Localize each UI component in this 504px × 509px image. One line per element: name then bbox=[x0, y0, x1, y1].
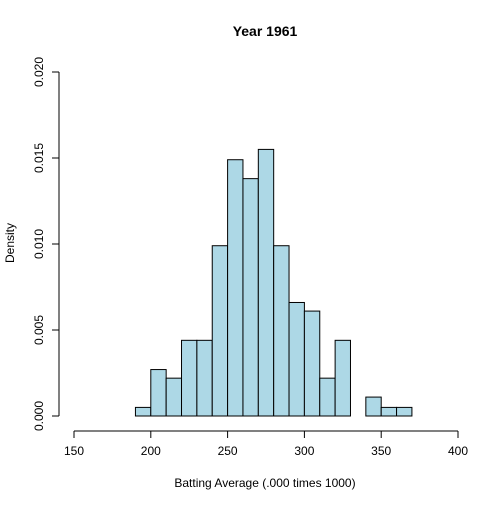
x-tick-label: 200 bbox=[141, 444, 161, 458]
y-tick-label: 0.000 bbox=[32, 401, 46, 431]
histogram-bar-300-310 bbox=[303, 310, 321, 417]
histogram-bar-360-370 bbox=[396, 406, 413, 417]
chart-title: Year 1961 bbox=[233, 23, 298, 39]
histogram-bar-220-230 bbox=[181, 339, 198, 417]
histogram-bar-310-320 bbox=[319, 377, 336, 417]
x-tick-label: 250 bbox=[218, 444, 238, 458]
x-tick-label: 300 bbox=[294, 444, 314, 458]
histogram-bar-240-250 bbox=[211, 245, 229, 417]
x-axis: 150 200 250 300 350 400 bbox=[64, 430, 468, 458]
histogram-bar-270-280 bbox=[257, 148, 275, 417]
x-axis-label: Batting Average (.000 times 1000) bbox=[174, 476, 355, 490]
y-tick-label: 0.010 bbox=[32, 229, 46, 259]
histogram-bar-340-350 bbox=[365, 396, 382, 417]
histogram-bar-350-360 bbox=[380, 406, 398, 417]
bars-layer bbox=[134, 148, 413, 417]
histogram-bar-200-210 bbox=[150, 369, 167, 417]
histogram-bar-250-260 bbox=[227, 159, 244, 417]
x-tick-label: 150 bbox=[64, 444, 84, 458]
y-tick-label: 0.005 bbox=[32, 315, 46, 345]
histogram-bar-210-220 bbox=[165, 377, 183, 417]
y-axis: 0.000 0.005 0.010 0.015 0.020 bbox=[32, 57, 60, 431]
histogram-bar-190-200 bbox=[134, 406, 152, 417]
histogram-bar-320-330 bbox=[334, 339, 351, 417]
y-tick-label: 0.020 bbox=[32, 57, 46, 87]
histogram-bar-260-270 bbox=[242, 178, 259, 417]
y-tick-label: 0.015 bbox=[32, 143, 46, 173]
y-axis-label: Density bbox=[3, 223, 17, 263]
histogram-bar-230-240 bbox=[196, 339, 213, 417]
histogram-bar-290-300 bbox=[288, 301, 305, 417]
x-tick-label: 400 bbox=[448, 444, 468, 458]
histogram-bar-280-290 bbox=[273, 245, 290, 417]
x-tick-label: 350 bbox=[371, 444, 391, 458]
